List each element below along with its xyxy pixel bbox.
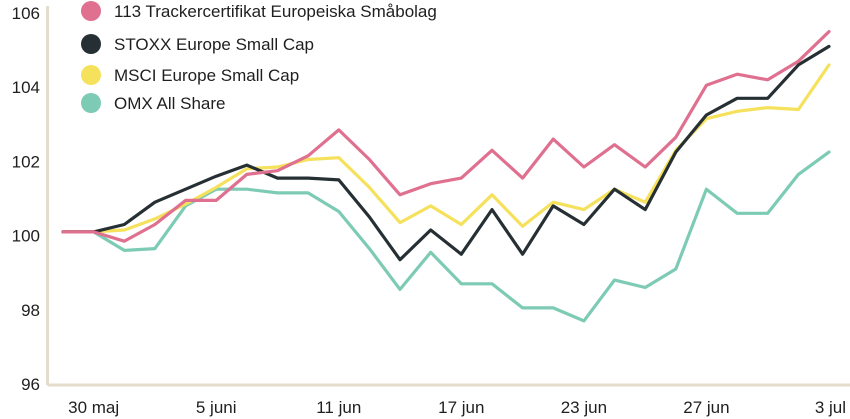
- x-tick-label: 5 juni: [196, 398, 237, 417]
- series-lines: [61, 30, 831, 323]
- legend-item: 113 Trackercertifikat Europeiska Småbola…: [81, 1, 437, 21]
- y-tick-label: 106: [12, 4, 40, 23]
- series-line-2: [61, 44, 831, 262]
- legend-label: 113 Trackercertifikat Europeiska Småbola…: [114, 2, 437, 21]
- x-tick-label: 17 jun: [438, 398, 484, 417]
- legend-marker: [81, 34, 101, 54]
- legend-item: STOXX Europe Small Cap: [81, 34, 314, 54]
- legend-label: OMX All Share: [114, 94, 226, 113]
- legend: 113 Trackercertifikat Europeiska Småbola…: [81, 1, 437, 113]
- legend-label: MSCI Europe Small Cap: [114, 66, 299, 85]
- legend-marker: [81, 93, 101, 113]
- series-line-1: [61, 30, 831, 243]
- legend-label: STOXX Europe Small Cap: [114, 35, 314, 54]
- x-tick-label: 27 jun: [683, 398, 729, 417]
- y-tick-label: 104: [12, 78, 40, 97]
- x-tick-label: 3 jul: [815, 398, 846, 417]
- y-tick-labels: 96 98 100 102 104 106: [12, 4, 40, 394]
- y-tick-label: 100: [12, 227, 40, 246]
- x-tick-labels: 30 maj 5 juni 11 jun 17 jun 23 jun 27 jun 3 ju…: [68, 398, 846, 417]
- y-tick-label: 98: [21, 301, 40, 320]
- legend-marker: [81, 1, 101, 21]
- legend-item: OMX All Share: [81, 93, 226, 113]
- y-tick-label: 102: [12, 152, 40, 171]
- y-tick-label: 96: [21, 375, 40, 394]
- x-tick-label: 11 jun: [316, 398, 361, 417]
- legend-item: MSCI Europe Small Cap: [81, 65, 299, 85]
- series-line-4: [61, 150, 831, 323]
- x-tick-label: 30 maj: [68, 398, 119, 417]
- x-tick-label: 23 jun: [561, 398, 607, 417]
- legend-marker: [81, 65, 101, 85]
